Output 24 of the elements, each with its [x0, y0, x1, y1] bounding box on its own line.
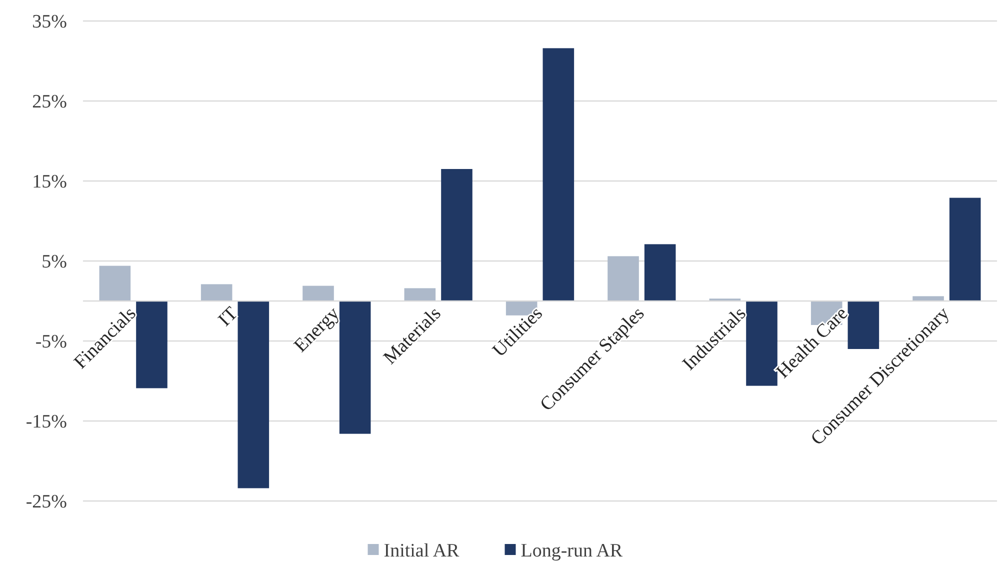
legend-label: Initial AR — [384, 540, 460, 562]
bar — [608, 256, 639, 301]
bar — [441, 169, 472, 301]
y-tick-label: 25% — [32, 92, 68, 113]
bar — [542, 48, 574, 301]
bar — [339, 301, 371, 434]
bar — [404, 288, 436, 301]
legend-label: Long-run AR — [520, 540, 623, 562]
bar — [200, 284, 232, 301]
y-tick-label: -25% — [26, 492, 68, 513]
y-tick-label: -15% — [26, 412, 68, 433]
bar — [912, 296, 944, 301]
y-tick-label: -5% — [35, 332, 68, 353]
y-tick-label: 15% — [32, 172, 68, 193]
bar — [136, 301, 168, 388]
y-tick-label: 5% — [42, 252, 68, 273]
x-tick-label: IT — [214, 302, 242, 331]
bar — [302, 286, 334, 301]
bar — [746, 301, 778, 386]
y-tick-label: 35% — [32, 12, 68, 33]
bar — [949, 198, 981, 301]
bar — [644, 244, 676, 301]
bar — [238, 301, 270, 488]
bar — [99, 266, 131, 301]
